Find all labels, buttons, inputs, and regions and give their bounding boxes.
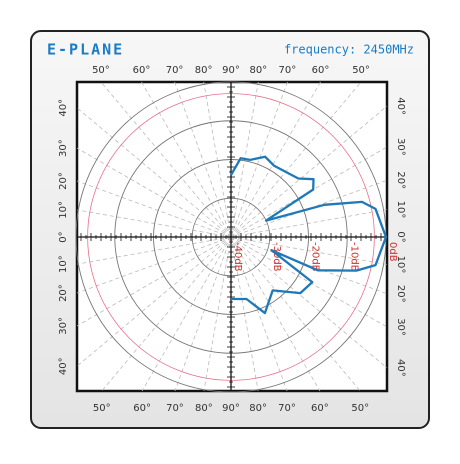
edge-tick-label: 70°	[278, 403, 296, 414]
edge-tick-label: 20°	[395, 171, 406, 189]
edge-tick-label: 30°	[395, 318, 406, 336]
edge-tick-label: 20°	[58, 284, 69, 302]
chart-title: E-PLANE	[47, 41, 124, 59]
edge-tick-label: 40°	[58, 357, 69, 375]
radial-tick-label: 0dB	[387, 242, 398, 262]
edge-tick-label: 60°	[133, 403, 151, 414]
spoke	[203, 81, 232, 238]
spoke	[230, 81, 362, 238]
spoke	[101, 236, 232, 392]
edge-tick-label: 30°	[58, 139, 69, 157]
spoke	[76, 236, 232, 367]
spoke	[76, 180, 232, 238]
spoke	[230, 236, 388, 265]
edge-tick-label: 0°	[58, 231, 69, 242]
edge-tick-label: 40°	[58, 99, 69, 117]
radial-tick-label: -20dB	[310, 242, 321, 272]
edge-tick-label: 20°	[58, 172, 69, 190]
spoke	[230, 236, 388, 369]
spoke	[76, 209, 232, 238]
edge-tick-label: 80°	[195, 65, 213, 76]
edge-tick-label: 70°	[166, 403, 184, 414]
edge-tick-label: 20°	[395, 285, 406, 303]
spoke	[230, 236, 361, 392]
spoke	[203, 236, 232, 392]
edge-tick-label: 80°	[249, 403, 267, 414]
edge-tick-label: 10°	[58, 255, 69, 273]
spoke	[230, 105, 388, 238]
edge-tick-label: 90°	[222, 403, 240, 414]
edge-tick-label: 60°	[133, 65, 151, 76]
edge-tick-label: 10°	[395, 201, 406, 219]
edge-tick-label: 60°	[312, 65, 330, 76]
edge-tick-label: 70°	[279, 65, 297, 76]
spoke	[100, 81, 232, 238]
edge-tick-label: 90°	[222, 65, 240, 76]
radial-tick-label: -40dB	[232, 242, 243, 272]
spoke	[76, 236, 232, 265]
spoke	[230, 236, 321, 392]
spoke	[76, 107, 232, 238]
pattern-line	[230, 155, 388, 315]
edge-tick-label: 70°	[166, 65, 184, 76]
edge-tick-label: 40°	[395, 359, 406, 377]
spoke	[76, 236, 232, 294]
spoke	[174, 236, 232, 392]
spoke	[230, 236, 259, 392]
edge-tick-label: 60°	[311, 403, 329, 414]
edge-tick-label: 50°	[93, 403, 111, 414]
spoke	[230, 236, 388, 328]
chart-subtitle: frequency: 2450MHz	[284, 43, 414, 57]
edge-tick-label: 30°	[58, 317, 69, 335]
spoke	[230, 209, 388, 238]
edge-tick-label: 30°	[395, 138, 406, 156]
radial-tick-label: -10dB	[348, 242, 359, 272]
spoke	[141, 81, 232, 238]
edge-tick-label: 0°	[395, 231, 406, 242]
edge-tick-label: 10°	[395, 256, 406, 274]
spoke	[141, 236, 232, 392]
edge-tick-label: 50°	[352, 65, 370, 76]
spoke	[76, 236, 232, 327]
edge-tick-label: 50°	[92, 65, 110, 76]
edge-tick-label: 40°	[395, 97, 406, 115]
edge-tick-label: 10°	[58, 201, 69, 219]
edge-tick-label: 80°	[249, 65, 267, 76]
spoke	[230, 146, 388, 238]
edge-tick-label: 50°	[351, 403, 369, 414]
spoke	[230, 236, 288, 392]
radial-tick-label: -30dB	[271, 242, 282, 272]
spoke	[230, 81, 321, 238]
spoke	[76, 147, 232, 238]
edge-tick-label: 80°	[195, 403, 213, 414]
